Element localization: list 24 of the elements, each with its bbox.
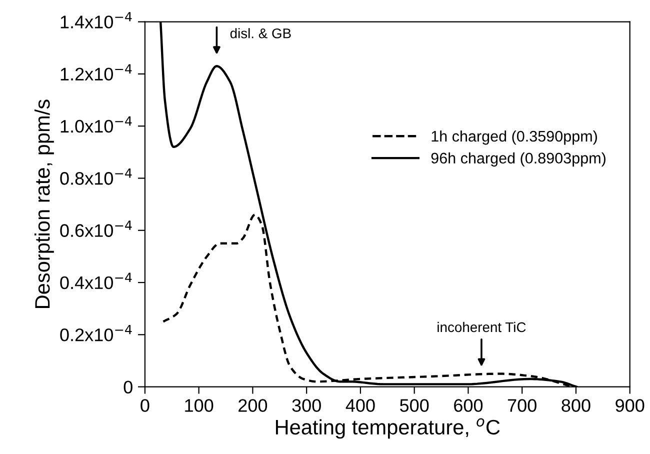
annotation: disl. & GB	[230, 28, 291, 38]
x-tick-label: 100	[185, 399, 214, 412]
legend-label: 1h charged (0.3590ppm)	[432, 130, 597, 145]
legend-label: 96h charged (0.8903ppm)	[431, 152, 606, 167]
x-tick-label: 200	[238, 399, 268, 412]
y-tick-label: 1.2x10$^{−4}$	[60, 64, 132, 81]
y-tick-label: 0.8x10$^{−4}$	[60, 168, 132, 185]
y-tick-label: 0.2x10$^{−4}$	[60, 324, 132, 342]
x-tick-label: 800	[562, 399, 590, 412]
y-tick-label: 1.4x10$^{−4}$	[60, 12, 132, 28]
y-axis-title: Desorption rate, ppm/s	[34, 100, 54, 308]
x-tick-label: 900	[616, 399, 644, 412]
x-tick-label: 400	[346, 399, 375, 412]
y-tick-label: 0	[124, 380, 132, 394]
x-tick-label: 0	[140, 399, 150, 412]
y-tick-label: 0.4x10$^{−4}$	[60, 272, 132, 290]
x-axis-title: Heating temperature, $^{o}$C	[276, 418, 500, 439]
y-tick-label: 1.0x10$^{−4}$	[60, 116, 132, 133]
y-tick-label: 0.6x10$^{−4}$	[60, 220, 132, 237]
x-tick-label: 300	[292, 399, 321, 412]
x-tick-label: 700	[508, 399, 536, 412]
x-tick-label: 500	[400, 399, 429, 412]
x-tick-label: 600	[454, 399, 483, 412]
annotation: incoherent TiC	[438, 322, 526, 332]
